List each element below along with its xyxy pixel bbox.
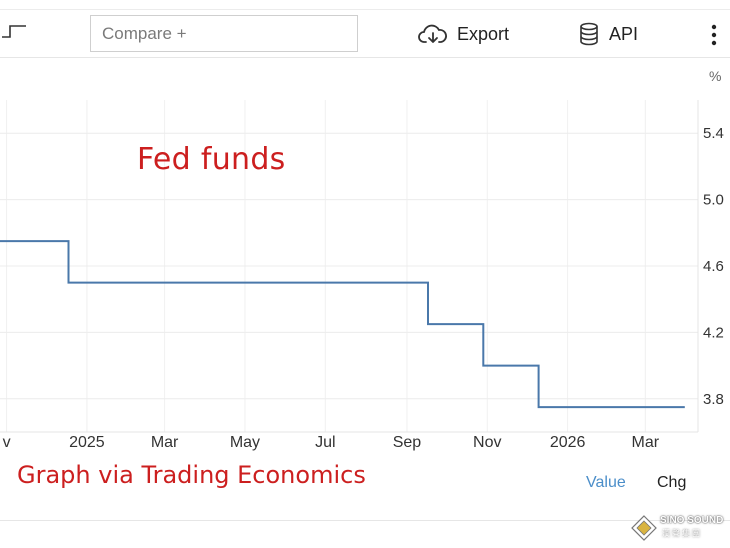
x-tick-label: May	[230, 434, 260, 451]
database-icon	[580, 22, 598, 46]
chart-annotation-title: Fed funds	[137, 142, 286, 177]
export-button[interactable]: Export	[418, 18, 509, 50]
x-tick-label: Jul	[315, 434, 335, 451]
fed-funds-chart: % 5.4 5.0 4.6 4.2 3.8 v 2025 Mar May Jul Sep Nov 2026…	[0, 68, 724, 451]
x-tick-label: Nov	[473, 434, 501, 451]
sino-sound-logo: SINO SOUND 漢聲集團	[631, 513, 727, 543]
cloud-download-icon	[418, 24, 447, 43]
y-tick-label: 5.4	[703, 125, 724, 142]
x-tick-label: Mar	[151, 434, 179, 451]
step-line-icon[interactable]	[2, 22, 28, 40]
y-tick-label: 4.2	[703, 324, 724, 341]
fed-funds-series-line	[0, 240, 685, 409]
x-tick-label: v	[3, 434, 11, 451]
api-label: API	[609, 23, 639, 44]
logo-name: SINO SOUND	[660, 515, 724, 526]
top-divider	[0, 9, 730, 10]
x-tick-label: Sep	[393, 434, 422, 451]
tab-chg[interactable]: Chg	[657, 474, 687, 491]
export-label: Export	[457, 23, 510, 44]
diamond-logo-icon	[631, 515, 657, 541]
x-tick-label: Mar	[632, 434, 660, 451]
chart-toolbar: Export API	[0, 0, 730, 58]
compare-input[interactable]	[90, 15, 358, 52]
y-tick-label: 4.6	[703, 258, 724, 275]
x-tick-label: 2026	[550, 434, 586, 451]
chart-credit: Graph via Trading Economics	[17, 461, 366, 489]
vertical-dots-icon[interactable]	[706, 22, 722, 48]
x-tick-label: 2025	[69, 434, 105, 451]
y-axis-unit: %	[709, 68, 721, 84]
bottom-divider	[0, 520, 730, 521]
y-tick-label: 3.8	[703, 391, 724, 408]
logo-subtitle: 漢聲集團	[662, 529, 702, 538]
tab-value[interactable]: Value	[586, 474, 626, 491]
y-tick-label: 5.0	[703, 192, 724, 209]
api-button[interactable]: API	[578, 18, 638, 50]
